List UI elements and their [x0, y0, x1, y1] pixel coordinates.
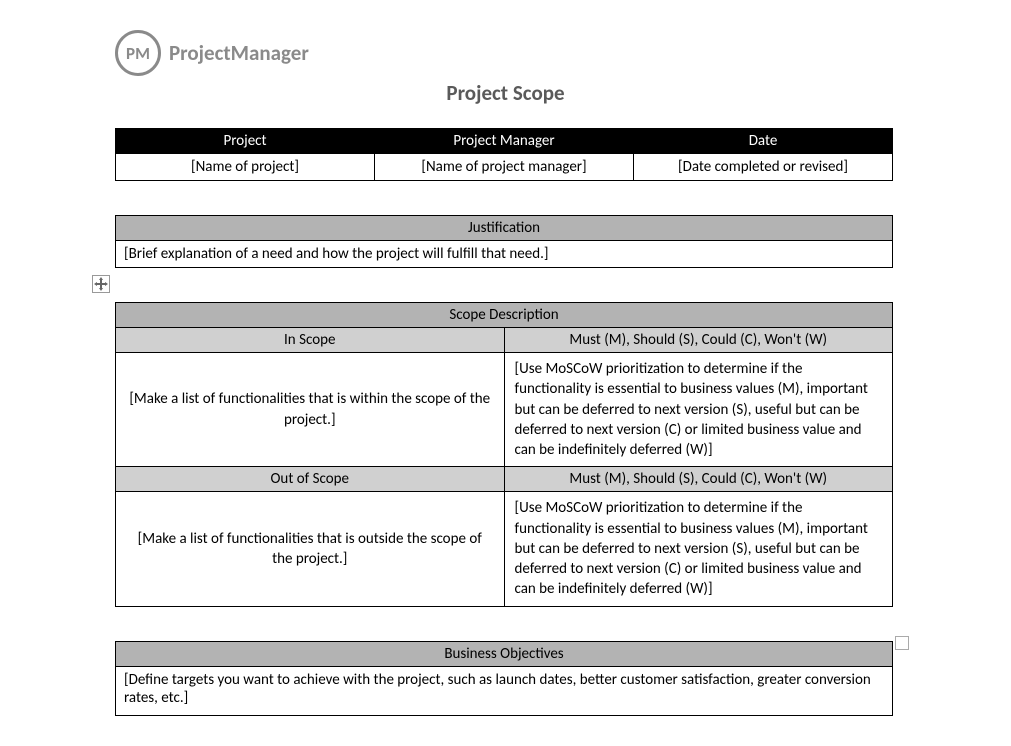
- scope-table: Scope Description In Scope Must (M), Sho…: [115, 302, 893, 607]
- logo-area: PM ProjectManager: [115, 30, 951, 76]
- moscow-label-1: Must (M), Should (S), Could (C), Won't (…: [504, 328, 893, 353]
- logo-badge-text: PM: [126, 43, 150, 64]
- out-scope-label: Out of Scope: [116, 467, 505, 492]
- document-content: Project Project Manager Date [Name of pr…: [115, 128, 893, 716]
- meta-header-project: Project: [116, 129, 375, 154]
- objectives-body[interactable]: [Define targets you want to achieve with…: [116, 666, 893, 715]
- meta-header-date: Date: [634, 129, 893, 154]
- page-title: Project Scope: [60, 80, 951, 106]
- meta-value-project[interactable]: [Name of project]: [116, 154, 375, 181]
- out-scope-body[interactable]: [Make a list of functionalities that is …: [116, 492, 505, 606]
- scope-header: Scope Description: [116, 303, 893, 328]
- moscow-body-2[interactable]: [Use MoSCoW prioritization to determine …: [504, 492, 893, 606]
- justification-header: Justification: [116, 216, 893, 241]
- objectives-header: Business Objectives: [116, 641, 893, 666]
- in-scope-label: In Scope: [116, 328, 505, 353]
- meta-value-pm[interactable]: [Name of project manager]: [375, 154, 634, 181]
- justification-table: Justification [Brief explanation of a ne…: [115, 215, 893, 268]
- meta-header-row: Project Project Manager Date: [116, 129, 893, 154]
- moscow-body-1[interactable]: [Use MoSCoW prioritization to determine …: [504, 353, 893, 467]
- move-handle-icon[interactable]: [92, 275, 110, 293]
- meta-table: Project Project Manager Date [Name of pr…: [115, 128, 893, 181]
- meta-value-row: [Name of project] [Name of project manag…: [116, 154, 893, 181]
- objectives-table: Business Objectives [Define targets you …: [115, 641, 893, 716]
- in-scope-body[interactable]: [Make a list of functionalities that is …: [116, 353, 505, 467]
- logo-badge: PM: [115, 30, 161, 76]
- meta-value-date[interactable]: [Date completed or revised]: [634, 154, 893, 181]
- moscow-label-2: Must (M), Should (S), Could (C), Won't (…: [504, 467, 893, 492]
- resize-handle-icon[interactable]: [895, 636, 909, 650]
- justification-body[interactable]: [Brief explanation of a need and how the…: [116, 241, 893, 268]
- meta-header-pm: Project Manager: [375, 129, 634, 154]
- logo-text: ProjectManager: [169, 40, 309, 66]
